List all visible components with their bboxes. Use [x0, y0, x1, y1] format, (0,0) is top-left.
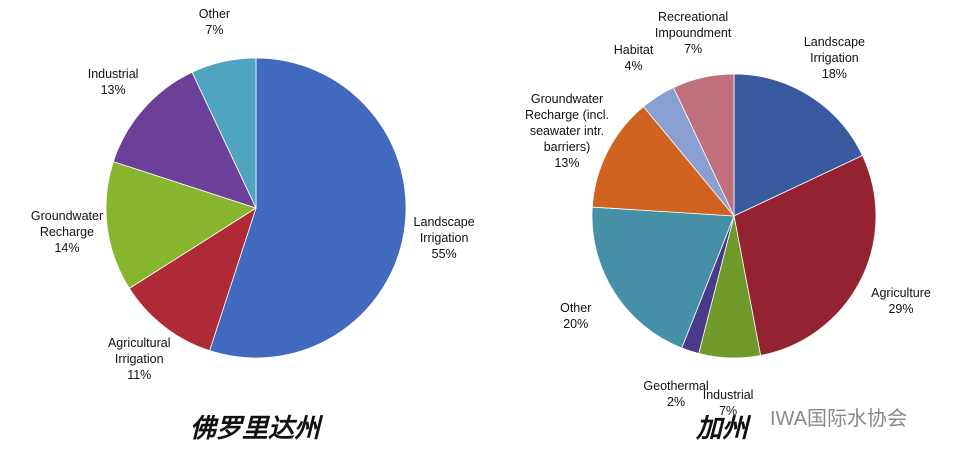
- chart-title: 佛罗里达州: [189, 413, 321, 443]
- category-label: Industrial: [87, 67, 139, 82]
- slice-label: Recreational Impoundment 7%: [643, 9, 743, 57]
- pie-slice: [112, 71, 257, 209]
- value-label: 4%: [624, 58, 643, 73]
- value-label: 13%: [100, 83, 126, 98]
- chart-title: 加州: [695, 413, 749, 443]
- slice-label: Other 20%: [546, 300, 606, 332]
- category-label: Habitat: [613, 42, 654, 57]
- slice-label: Industrial 13%: [73, 66, 153, 98]
- category-label: Landscape Irrigation: [803, 34, 865, 65]
- value-label: 14%: [54, 240, 80, 255]
- value-label: 7%: [205, 23, 224, 38]
- slice-label: Habitat 4%: [604, 42, 664, 74]
- pie-slice: [591, 106, 735, 217]
- category-label: Industrial: [702, 388, 754, 403]
- pie-slice: [128, 207, 257, 352]
- pie-slice: [673, 73, 735, 217]
- category-label: Other: [198, 7, 231, 22]
- value-label: 7%: [684, 42, 703, 57]
- value-label: 7%: [719, 404, 738, 419]
- category-label: Landscape Irrigation: [413, 214, 475, 245]
- category-label: Geothermal: [643, 379, 709, 394]
- slice-label: Landscape Irrigation 18%: [794, 34, 874, 82]
- value-label: 11%: [127, 367, 152, 382]
- slice-label: Other 7%: [184, 6, 244, 38]
- pie-slice: [733, 73, 864, 217]
- slice-label: Geothermal 2%: [636, 378, 716, 410]
- pie-slice: [733, 155, 877, 356]
- pie-slice: [591, 206, 735, 349]
- category-label: Groundwater Recharge: [30, 208, 104, 239]
- pie-slice: [209, 57, 407, 359]
- slice-label: Landscape Irrigation 55%: [399, 214, 489, 262]
- slice-label: Industrial 7%: [693, 387, 763, 419]
- value-label: 13%: [554, 155, 580, 170]
- watermark: IWA国际水协会: [770, 408, 908, 430]
- category-label: Agricultural Irrigation: [107, 335, 171, 366]
- pie-slice: [191, 57, 257, 209]
- pie-slice: [105, 161, 257, 289]
- category-label: Other: [560, 301, 592, 316]
- slice-label: Agriculture 29%: [861, 285, 941, 317]
- slice-label: Groundwater Recharge (incl. seawater int…: [519, 91, 614, 171]
- category-label: Agriculture: [871, 286, 931, 301]
- slice-label: Groundwater Recharge 14%: [22, 208, 112, 256]
- category-label: Recreational Impoundment: [654, 10, 732, 41]
- value-label: 29%: [888, 302, 914, 317]
- category-label: Groundwater Recharge (incl. seawater int…: [524, 91, 610, 154]
- value-label: 18%: [821, 66, 847, 81]
- value-label: 20%: [563, 317, 589, 332]
- value-label: 2%: [667, 395, 686, 410]
- slice-label: Agricultural Irrigation 11%: [94, 335, 184, 383]
- value-label: 55%: [431, 246, 457, 261]
